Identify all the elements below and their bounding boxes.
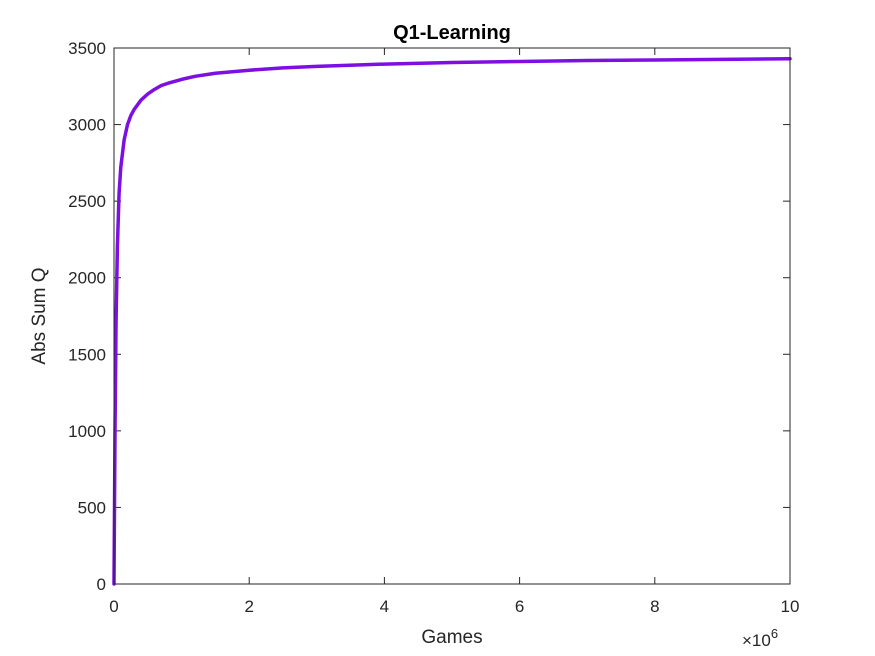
x-tick-label: 10 bbox=[781, 597, 800, 616]
x-axis-label: Games bbox=[421, 627, 482, 648]
y-tick-label: 3500 bbox=[68, 39, 106, 58]
series-line bbox=[112, 56, 792, 586]
x-exponent-power: 6 bbox=[771, 626, 778, 641]
x-exponent-label: ×106 bbox=[742, 626, 778, 650]
x-tick-label: 8 bbox=[650, 597, 659, 616]
x-tick-label: 6 bbox=[515, 597, 524, 616]
x-exponent-base: ×10 bbox=[742, 631, 771, 650]
plot-frame bbox=[113, 47, 791, 585]
y-tick-label: 0 bbox=[97, 575, 106, 594]
tick-labels: 0 2 4 6 8 10 0 500 1000 1500 2000 2500 3000 3500 bbox=[68, 39, 799, 616]
y-tick-label: 2000 bbox=[68, 269, 106, 288]
y-tick-label: 1000 bbox=[68, 422, 106, 441]
y-tick-label: 3000 bbox=[68, 116, 106, 135]
plot-background bbox=[114, 48, 790, 584]
y-tick-label: 500 bbox=[78, 498, 106, 517]
x-tick-label: 2 bbox=[244, 597, 253, 616]
x-tick-label: 4 bbox=[380, 597, 389, 616]
x-tick-label: 0 bbox=[109, 597, 118, 616]
y-tick-label: 1500 bbox=[68, 345, 106, 364]
y-tick-label: 2500 bbox=[68, 192, 106, 211]
chart-title: Q1-Learning bbox=[393, 22, 511, 44]
y-axis-label: Abs Sum Q bbox=[29, 267, 50, 364]
